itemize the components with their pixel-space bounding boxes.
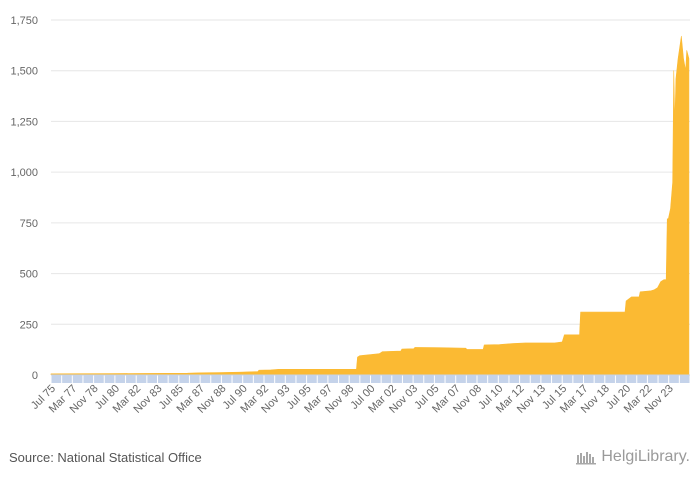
- y-tick-label: 750: [20, 218, 38, 230]
- library-logo-icon: [576, 452, 597, 465]
- y-tick-label: 500: [20, 269, 38, 281]
- grid: [51, 19, 690, 325]
- y-tick-label: 0: [32, 370, 38, 382]
- source-note: Source: National Statistical Office: [9, 450, 202, 465]
- plot-area: [50, 35, 690, 376]
- y-tick-label: 1,750: [10, 15, 38, 27]
- y-tick-label: 250: [20, 319, 38, 331]
- y-tick-label: 1,250: [10, 116, 38, 128]
- brand-logo: HelgiLibrary.: [576, 448, 690, 466]
- brand-name: HelgiLibrary.: [601, 448, 690, 465]
- y-axis: 0 250 500 750 1,000 1,250 1,500 1,750: [10, 15, 38, 382]
- y-tick-label: 1,500: [10, 66, 38, 78]
- y-tick-label: 1,000: [10, 167, 38, 179]
- area-series: [50, 35, 690, 376]
